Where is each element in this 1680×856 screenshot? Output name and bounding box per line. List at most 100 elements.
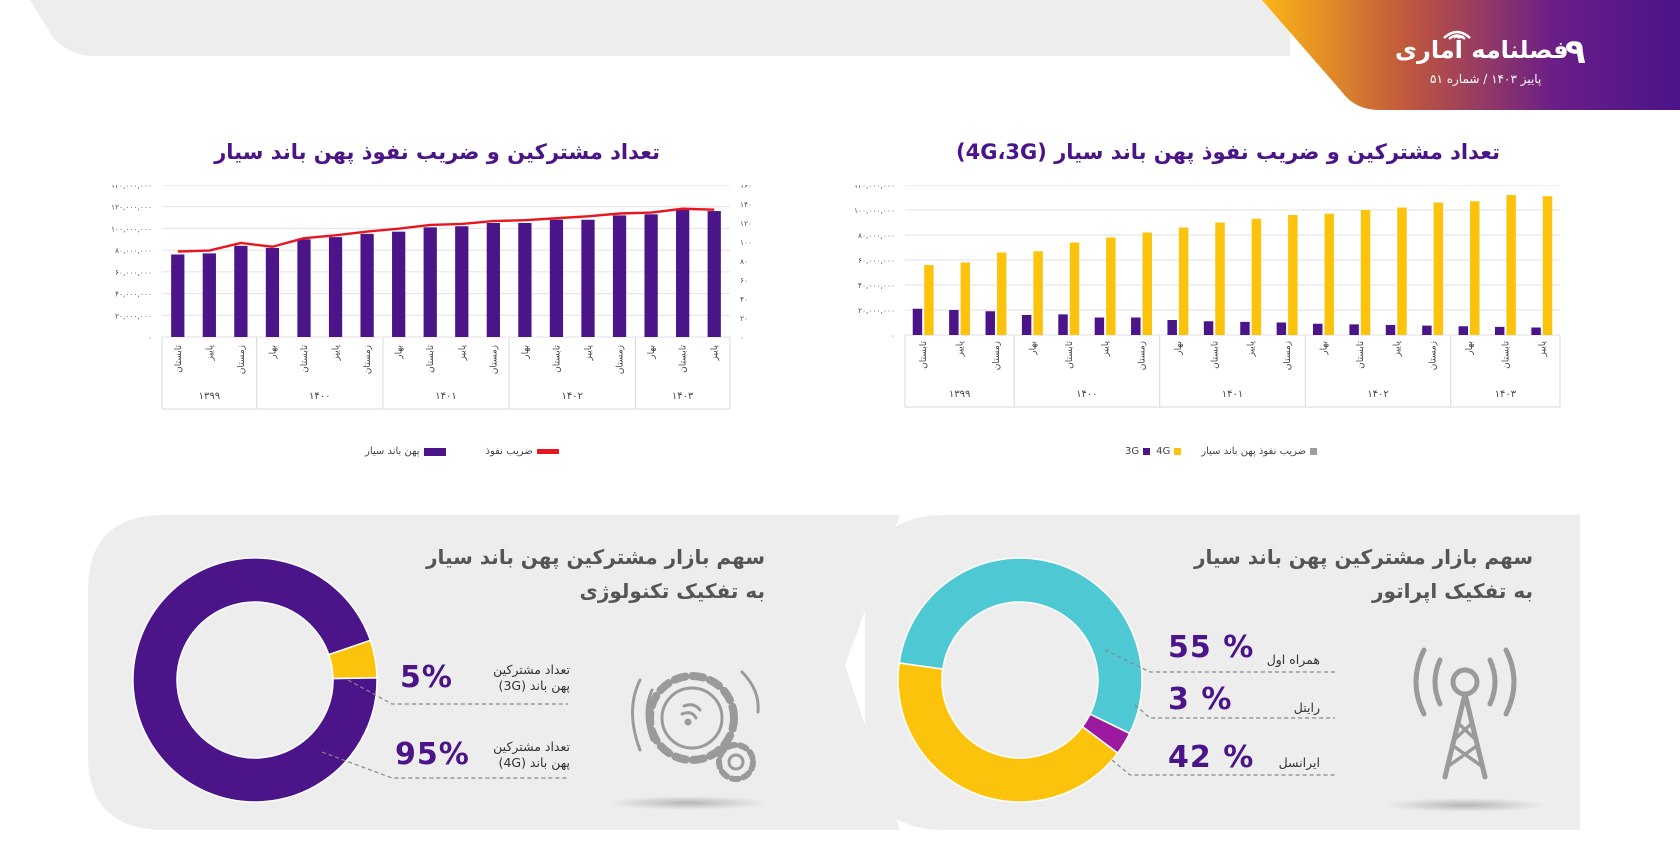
legend-4g-swatch bbox=[1174, 448, 1182, 455]
legend-3g-label: 3G bbox=[1125, 446, 1140, 457]
x-category-label: زمستان bbox=[992, 341, 1002, 370]
tech-donut-chart bbox=[132, 557, 378, 803]
y-right-tick-label: ۱۶۰ bbox=[740, 185, 752, 190]
bar-3g bbox=[1385, 325, 1396, 335]
x-category-label: تابستان bbox=[552, 345, 562, 373]
year-group-label: ۱۴۰۰ bbox=[309, 391, 330, 402]
year-group-label: ۱۴۰۰ bbox=[1076, 389, 1097, 400]
x-category-label: پاییز bbox=[458, 345, 468, 362]
label-4g-line1: تعداد مشترکین bbox=[493, 739, 570, 754]
bar-3g bbox=[1058, 314, 1068, 335]
antenna-tower-icon bbox=[1413, 647, 1517, 780]
x-category-label: پاییز bbox=[1538, 341, 1548, 358]
label-hamrah: همراه اول bbox=[1266, 652, 1320, 667]
page-number: ۹ bbox=[1565, 32, 1586, 72]
bar-4g bbox=[1360, 210, 1371, 335]
y-left-tick-label: ۶۰,۰۰۰,۰۰۰ bbox=[115, 268, 152, 277]
legend-3g-swatch bbox=[1143, 448, 1151, 455]
label-4g: تعداد مشترکین پهن باند (4G) bbox=[450, 739, 570, 771]
y-tick-label: ۱۰۰,۰۰۰,۰۰۰ bbox=[854, 206, 895, 215]
bar-4g bbox=[1433, 202, 1444, 335]
bar-3g bbox=[1494, 326, 1505, 335]
label-3g-line2: پهن باند (3G) bbox=[498, 678, 570, 693]
header-background bbox=[30, 0, 1680, 110]
label-irancell: ایرانسل bbox=[1278, 755, 1320, 770]
bar-4g bbox=[1288, 215, 1298, 335]
bar-mobile-broadband bbox=[171, 254, 185, 337]
operator-panel-title: سهم بازار مشترکین پهن باند سیار به تفکیک… bbox=[1180, 540, 1533, 608]
left-combo-chart: ۰ ۲۰,۰۰۰,۰۰۰ ۴۰,۰۰۰,۰۰۰ ۶۰,۰۰۰,۰۰۰ ۸۰,۰۰۰,۰۰… bbox=[111, 185, 752, 410]
x-category-label: تابستان bbox=[174, 345, 184, 373]
x-category-label: تابستان bbox=[1210, 341, 1220, 369]
bar-3g bbox=[1276, 322, 1287, 335]
y-tick-label: ۱۲۰,۰۰۰,۰۰۰ bbox=[854, 185, 895, 190]
bar-3g bbox=[1458, 326, 1469, 335]
legend-pen-item: ضریب نفوذ پهن باند سیار bbox=[1201, 446, 1318, 457]
bar-4g bbox=[1470, 201, 1480, 335]
bar-mobile-broadband bbox=[423, 227, 437, 337]
bar-3g bbox=[1240, 321, 1250, 335]
operator-slice-2 bbox=[897, 662, 1119, 803]
y-right-tick-label: ۲۰ bbox=[740, 314, 748, 323]
x-category-label: بهار bbox=[1174, 341, 1184, 356]
tech-title-line1: سهم بازار مشترکین پهن باند سیار bbox=[425, 545, 765, 569]
y-tick-label: ۴۰,۰۰۰,۰۰۰ bbox=[858, 281, 895, 290]
legend-bar-swatch bbox=[423, 447, 446, 456]
y-right-tick-label: ۱۴۰ bbox=[740, 200, 752, 209]
x-category-label: پاییز bbox=[332, 345, 342, 362]
x-category-label: بهار bbox=[268, 345, 278, 360]
y-left-tick-label: ۱۴۰,۰۰۰,۰۰۰ bbox=[111, 185, 152, 190]
x-category-label: زمستان bbox=[489, 345, 499, 374]
tech-panel-title: سهم بازار مشترکین پهن باند سیار به تفکیک… bbox=[400, 540, 765, 608]
bar-mobile-broadband bbox=[392, 231, 406, 337]
bar-3g bbox=[949, 310, 959, 335]
y-tick-label: ۶۰,۰۰۰,۰۰۰ bbox=[858, 256, 895, 265]
year-group-label: ۱۳۹۹ bbox=[199, 391, 220, 402]
tech-slice-1 bbox=[132, 557, 378, 803]
bar-3g bbox=[1094, 317, 1105, 335]
left-chart-legend: ضریب نفوذ پهن باند سیار bbox=[365, 446, 559, 457]
x-category-label: زمستان bbox=[237, 345, 247, 374]
tower-icon-shadow bbox=[1385, 798, 1545, 812]
pct-rightel: 3 % bbox=[1168, 682, 1233, 717]
x-category-label: تابستان bbox=[1356, 341, 1366, 369]
bar-mobile-broadband bbox=[581, 219, 595, 337]
right-bar-chart: ۰ ۲۰,۰۰۰,۰۰۰ ۴۰,۰۰۰,۰۰۰ ۶۰,۰۰۰,۰۰۰ ۸۰,۰۰۰,۰۰… bbox=[854, 185, 1561, 408]
x-category-label: زمستان bbox=[1138, 341, 1148, 370]
y-tick-label: ۸۰,۰۰۰,۰۰۰ bbox=[858, 231, 895, 240]
label-3g: تعداد مشترکین پهن باند (3G) bbox=[450, 662, 570, 694]
x-category-label: بهار bbox=[521, 345, 531, 360]
bar-mobile-broadband bbox=[486, 223, 500, 337]
year-group-label: ۱۴۰۲ bbox=[561, 391, 582, 402]
bar-mobile-broadband bbox=[612, 215, 627, 337]
bar-4g bbox=[1106, 237, 1116, 335]
x-category-label: تابستان bbox=[1065, 341, 1075, 369]
bar-4g bbox=[1178, 227, 1189, 335]
bar-mobile-broadband bbox=[707, 211, 721, 337]
x-category-label: تابستان bbox=[679, 345, 689, 373]
x-category-label: پاییز bbox=[1392, 341, 1402, 358]
legend-bar-item: پهن باند سیار bbox=[365, 446, 446, 457]
bar-4g bbox=[924, 265, 934, 335]
tech-icon-shadow bbox=[608, 796, 768, 810]
x-category-label: پاییز bbox=[956, 341, 966, 358]
x-category-label: پاییز bbox=[584, 345, 594, 362]
year-group-label: ۱۴۰۲ bbox=[1367, 389, 1388, 400]
bar-4g bbox=[1142, 232, 1152, 335]
y-right-tick-label: ۴۰ bbox=[740, 295, 748, 304]
y-left-tick-label: ۲۰,۰۰۰,۰۰۰ bbox=[115, 311, 152, 320]
y-right-tick-label: ۸۰ bbox=[740, 257, 748, 266]
y-tick-label: ۲۰,۰۰۰,۰۰۰ bbox=[858, 306, 895, 315]
bar-4g bbox=[996, 252, 1007, 335]
bar-mobile-broadband bbox=[518, 223, 532, 337]
x-category-label: پاییز bbox=[1101, 341, 1111, 358]
legend-line-label: ضریب نفوذ bbox=[485, 446, 533, 457]
bar-mobile-broadband bbox=[644, 214, 658, 337]
bar-3g bbox=[1349, 324, 1359, 335]
year-group-label: ۱۳۹۹ bbox=[949, 389, 970, 400]
legend-pen-swatch bbox=[1310, 448, 1318, 455]
y-right-tick-label: ۱۲۰ bbox=[740, 219, 752, 228]
x-category-label: تابستان bbox=[426, 345, 436, 373]
year-group-label: ۱۴۰۱ bbox=[435, 391, 456, 402]
bar-3g bbox=[1131, 317, 1141, 335]
